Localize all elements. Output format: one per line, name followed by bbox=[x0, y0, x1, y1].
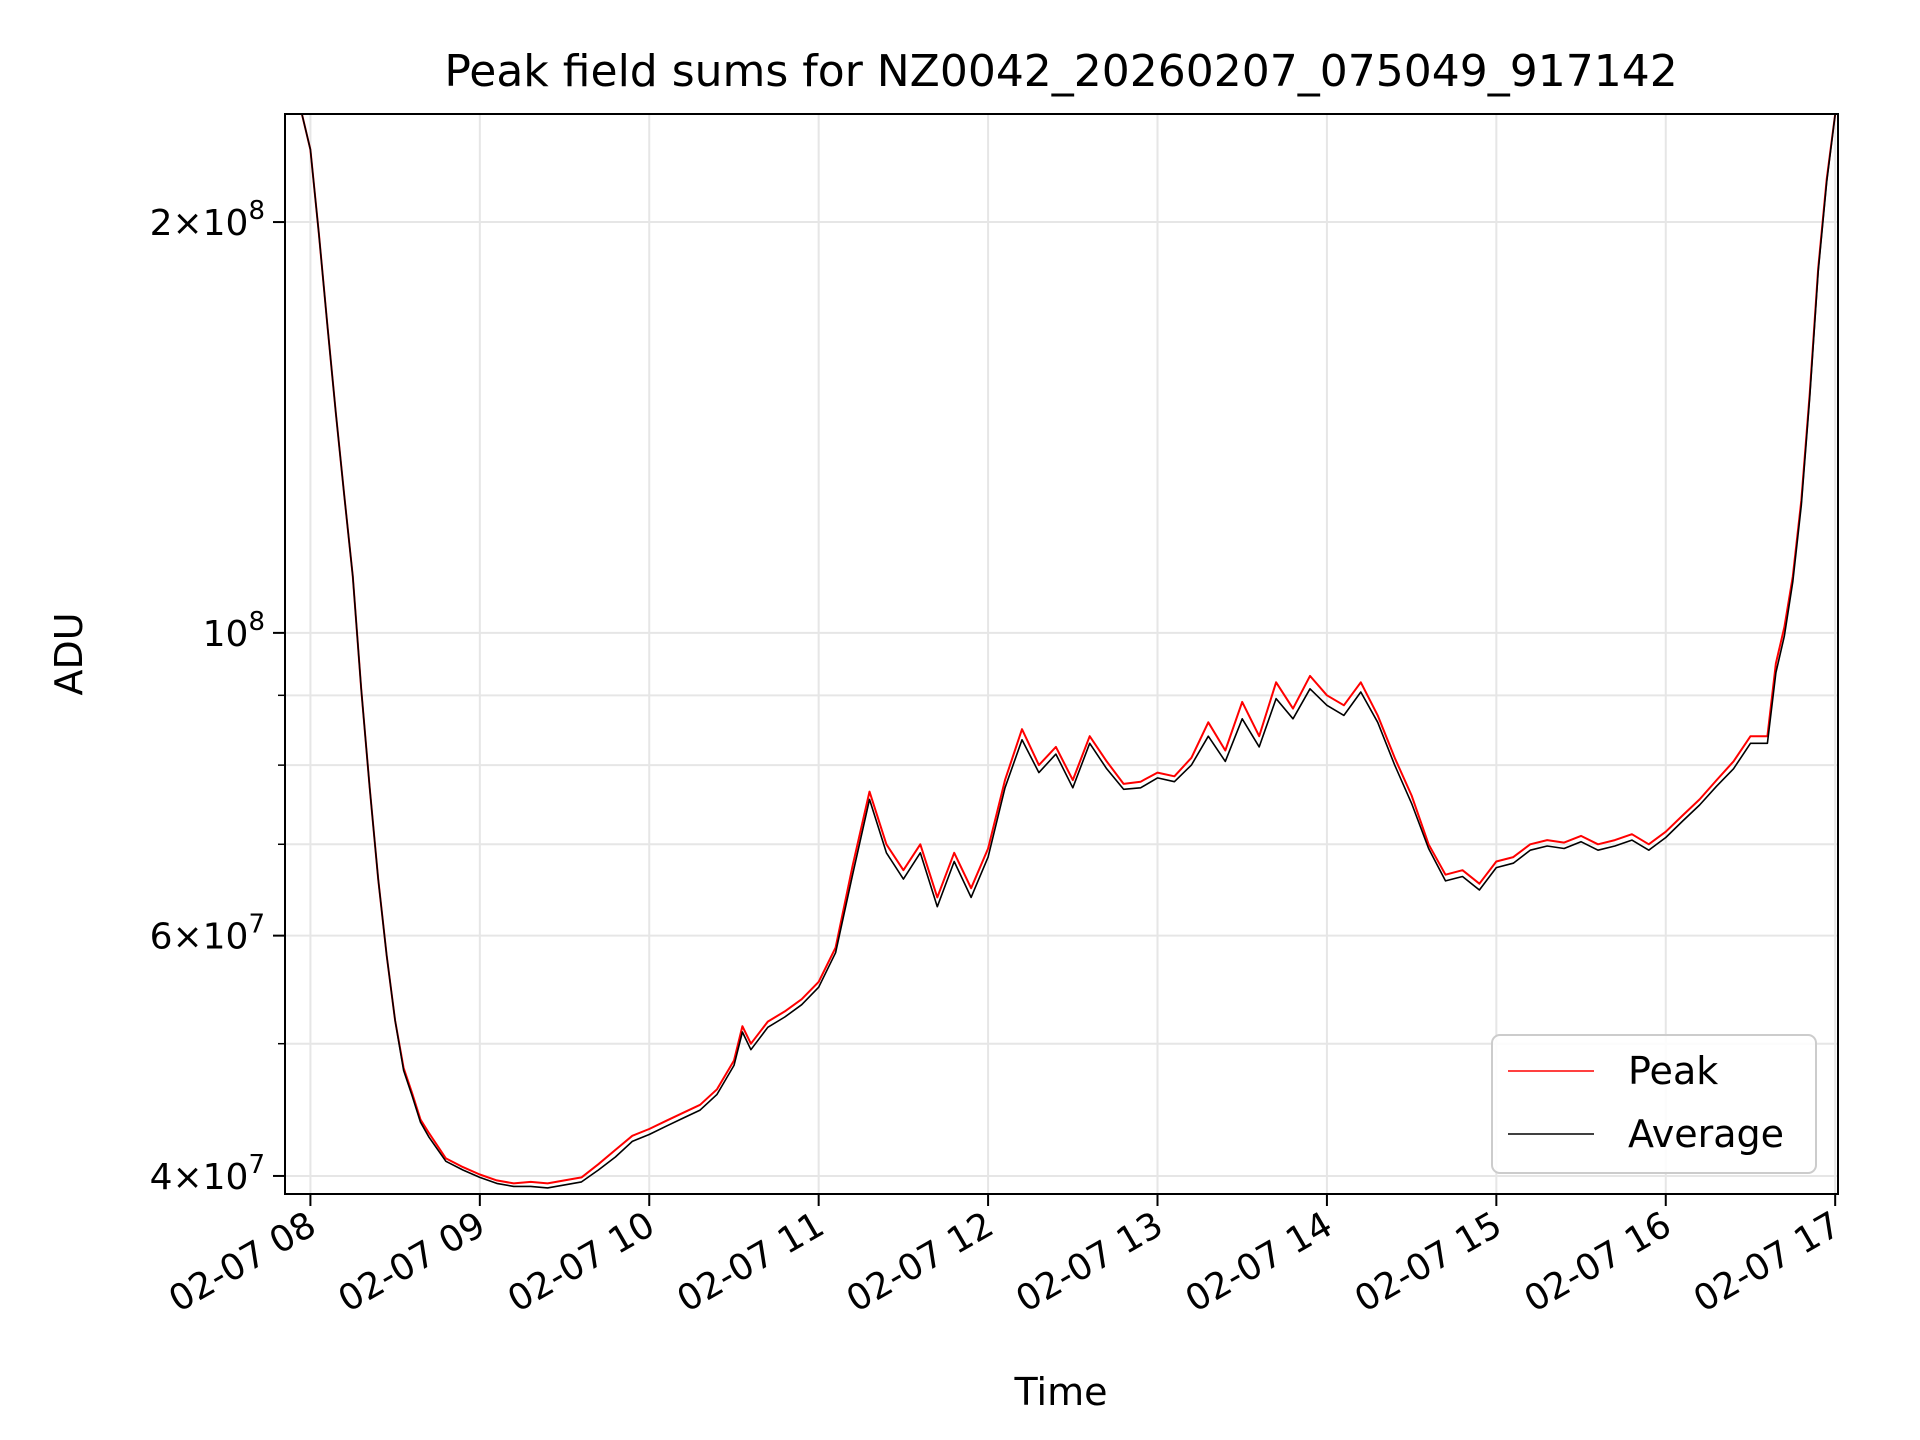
y-tick-label: 2×108 bbox=[150, 196, 265, 244]
y-tick-label: 4×107 bbox=[150, 1150, 265, 1198]
legend-box bbox=[1491, 1034, 1817, 1174]
y-tick-label: 6×107 bbox=[150, 910, 265, 958]
y-axis: 4×107 6×107 108 2×108 bbox=[150, 196, 285, 1198]
y-axis-label: ADU bbox=[47, 612, 91, 695]
y-tick-label: 108 bbox=[203, 607, 265, 655]
series-layer bbox=[285, 113, 1837, 1189]
plot-frame bbox=[284, 113, 1839, 1195]
chart-title: Peak field sums for NZ0042_20260207_0750… bbox=[444, 46, 1677, 97]
legend-label-peak: Peak bbox=[1628, 1049, 1718, 1093]
series-line-average bbox=[285, 113, 1836, 1189]
legend: Peak Average bbox=[1491, 1034, 1817, 1174]
x-axis-label: Time bbox=[1014, 1370, 1108, 1414]
legend-label-average: Average bbox=[1628, 1112, 1784, 1156]
series-line-peak bbox=[285, 113, 1837, 1185]
